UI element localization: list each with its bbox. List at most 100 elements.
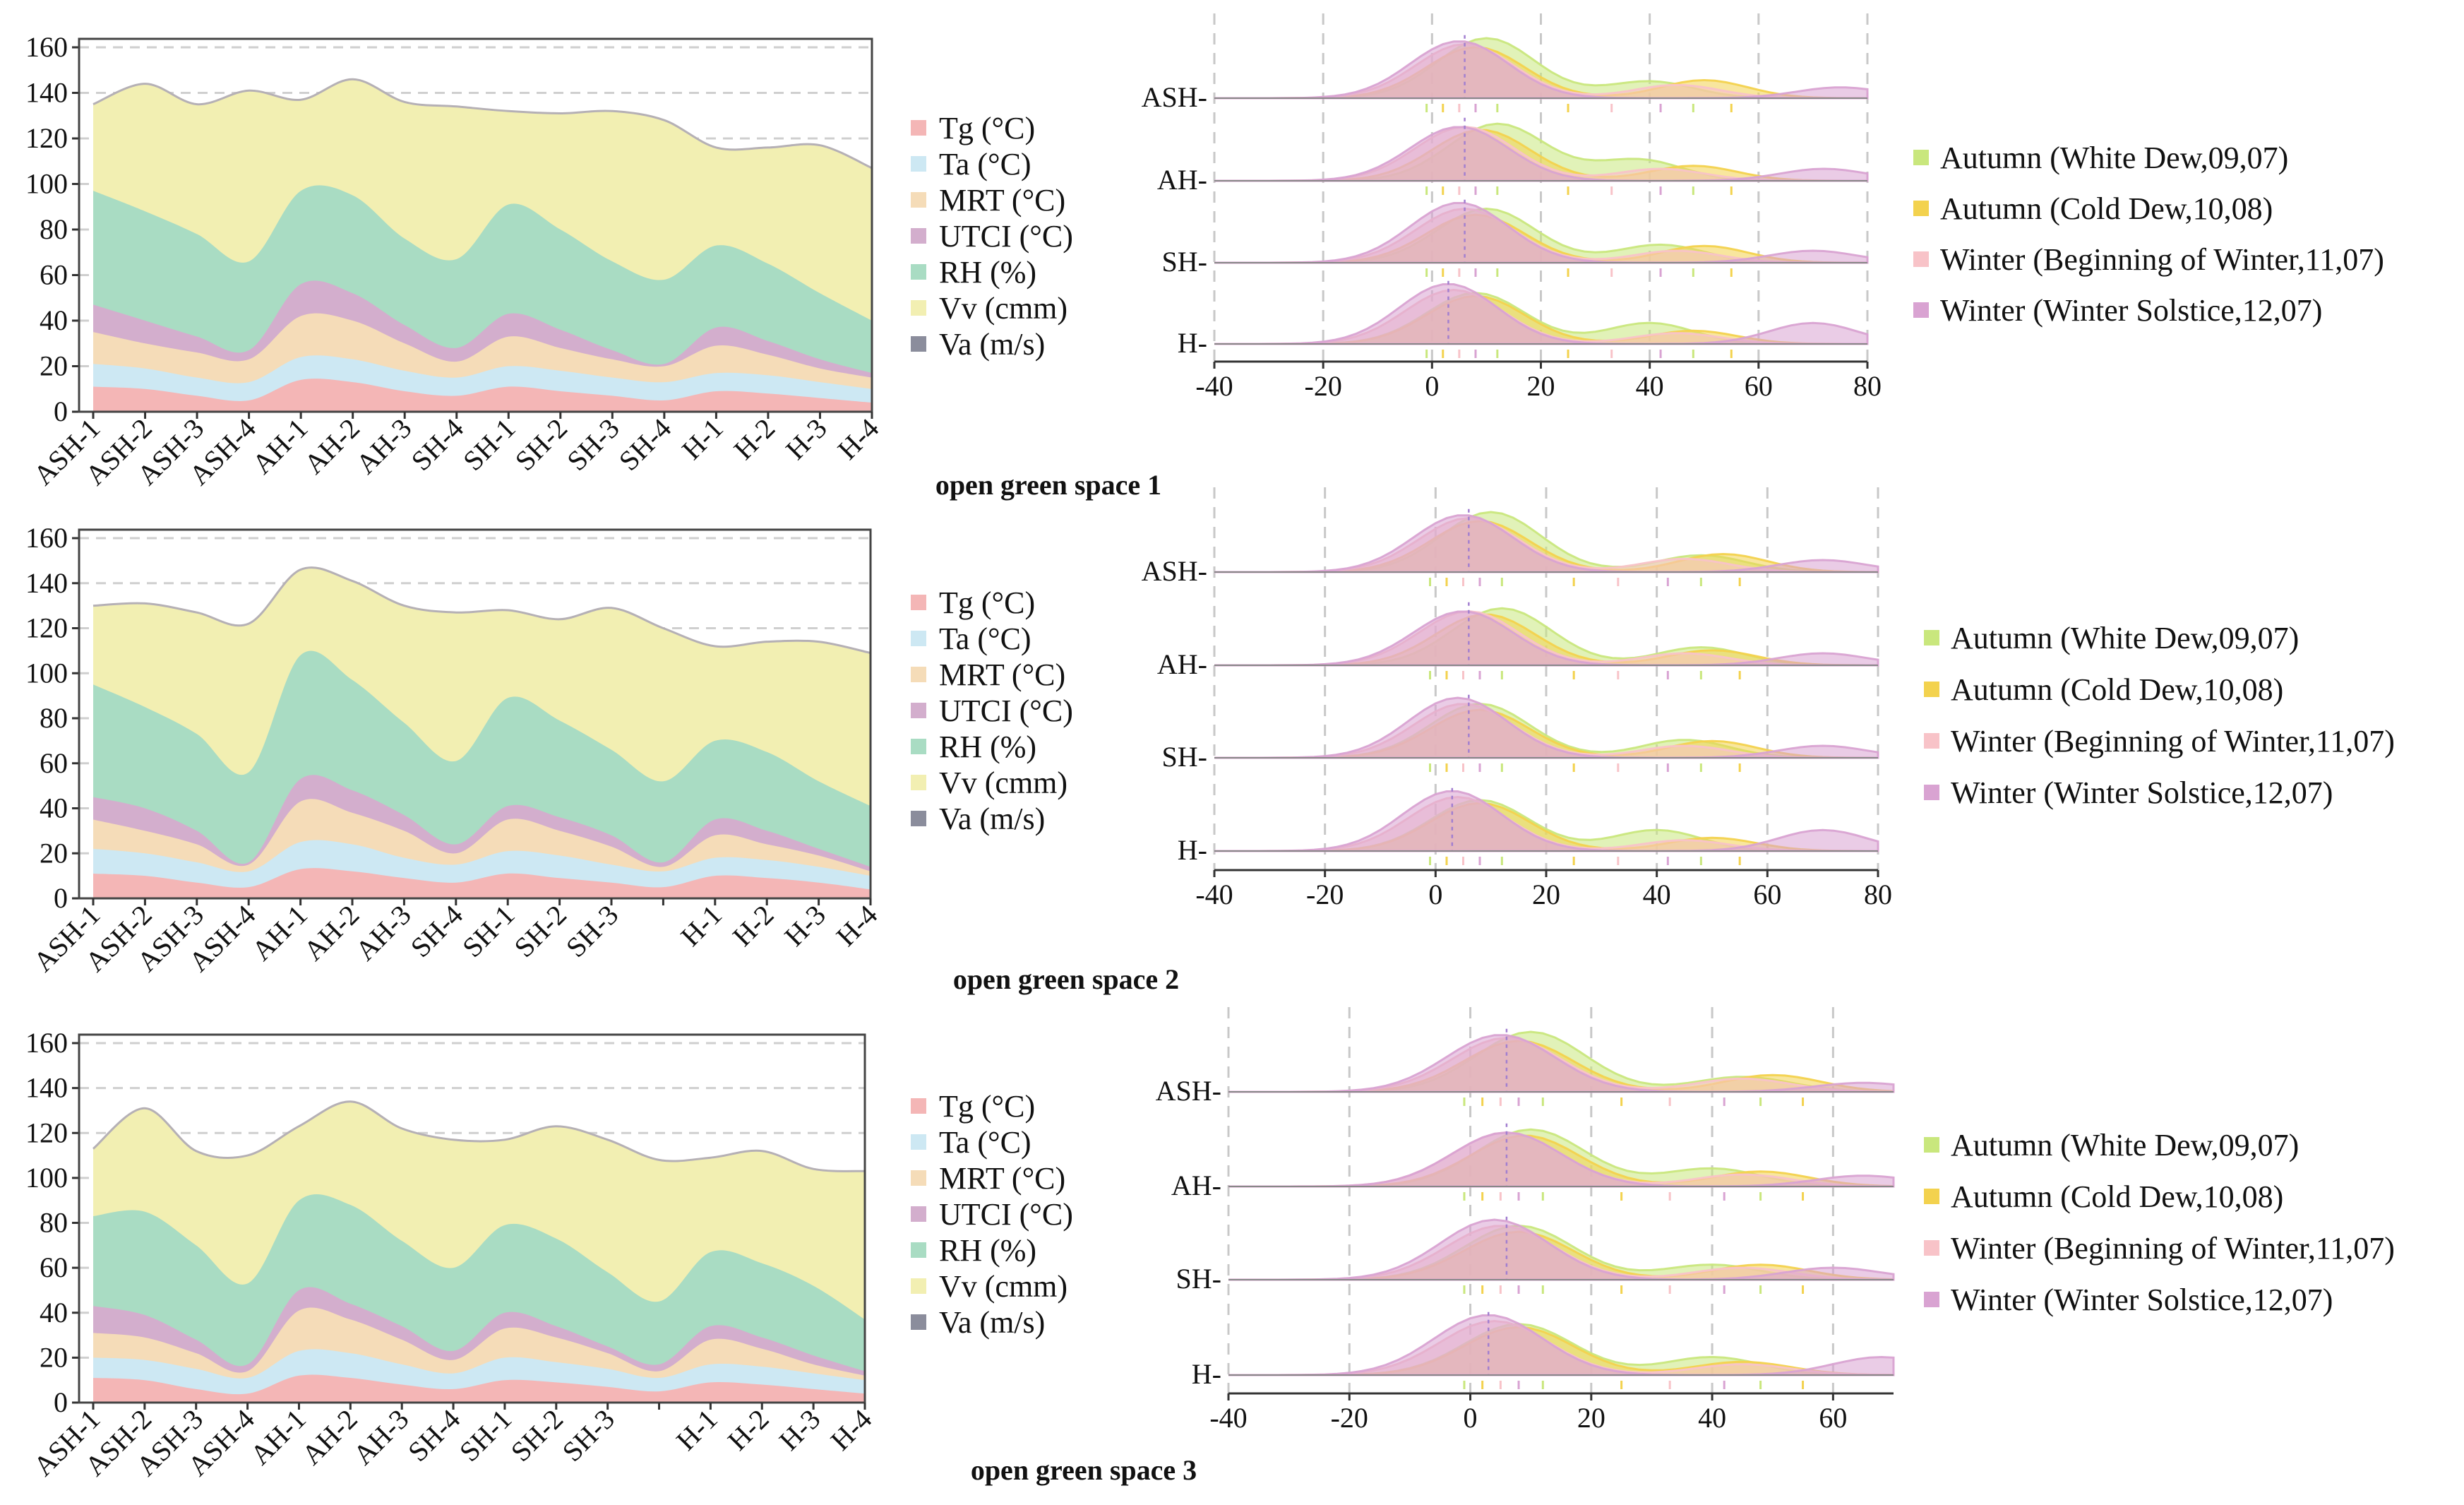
legend-swatch-ta	[911, 1134, 926, 1150]
area-top-outline	[92, 78, 873, 169]
legend-swatch-utci	[911, 1206, 926, 1222]
plot-frame	[78, 528, 872, 900]
legend-label: Va (m/s)	[939, 802, 1045, 836]
legend-swatch-mrt	[911, 1170, 926, 1186]
legend-swatch-winter-solstice	[1913, 302, 1929, 318]
y-tick-label: 40	[40, 792, 68, 824]
legend-label: UTCI (°C)	[939, 219, 1073, 254]
legend-swatch-winter-solstice	[1924, 785, 1939, 800]
x-tick-label: 60	[1745, 370, 1773, 402]
legend-swatch-va	[911, 336, 926, 352]
ridge-row-label: ASH-	[1142, 555, 1207, 587]
legend-swatch-beginning-winter	[1913, 251, 1929, 267]
x-tick-label: -40	[1195, 370, 1233, 402]
legend-label: MRT (°C)	[939, 1161, 1065, 1196]
x-tick-label: AH-1	[244, 1403, 312, 1471]
density-winter-solstice-ah	[1214, 126, 1869, 182]
area-chart-2: 020406080100120140160ASH-1ASH-2ASH-3ASH-…	[25, 522, 1073, 978]
legend-swatch-mrt	[911, 192, 926, 208]
density-winter-solstice-ash	[1214, 514, 1879, 573]
ridge-row-label: H-	[1178, 834, 1207, 866]
plot-frame	[78, 1033, 866, 1404]
legend-swatch-utci	[911, 228, 926, 244]
x-tick-label: 0	[1425, 370, 1439, 402]
x-tick-label: H-3	[779, 412, 833, 466]
x-tick-label: 80	[1853, 370, 1882, 402]
x-tick-label: 40	[1643, 879, 1671, 910]
x-tick-label: SH-3	[556, 1403, 621, 1468]
x-tick-label: AH-3	[347, 1403, 414, 1471]
legend-label: Autumn (Cold Dew,10,08)	[1940, 191, 2273, 226]
panel-title: open green space 1	[935, 469, 1161, 501]
y-tick-label: 40	[40, 1297, 68, 1328]
legend-label: Winter (Winter Solstice,12,07)	[1951, 775, 2333, 810]
x-tick-label: SH-1	[457, 412, 522, 477]
ridge-row-label: SH-	[1176, 1263, 1221, 1295]
y-tick-label: 0	[54, 395, 68, 427]
x-tick-label: AH-2	[298, 412, 366, 480]
area-top-outline	[92, 1100, 866, 1172]
x-tick-label: SH-2	[508, 899, 573, 964]
x-tick-label: AH-3	[349, 899, 417, 967]
legend-swatch-utci	[911, 703, 926, 718]
x-tick-label: SH-1	[453, 1403, 518, 1468]
legend-label: MRT (°C)	[939, 183, 1065, 218]
legend-swatch-rh	[911, 1242, 926, 1258]
legend-label: RH (%)	[939, 255, 1036, 290]
y-tick-label: 60	[40, 1251, 68, 1283]
x-tick-label: H-2	[726, 899, 780, 953]
legend-swatch-white-dew	[1913, 150, 1929, 165]
y-tick-label: 140	[25, 1072, 68, 1104]
y-tick-label: 120	[25, 612, 68, 644]
x-tick-label: H-1	[670, 1403, 724, 1457]
x-tick-label: -20	[1305, 370, 1342, 402]
y-tick-label: 140	[25, 567, 68, 599]
y-tick-label: 80	[40, 1207, 68, 1239]
legend-label: Autumn (White Dew,09,07)	[1951, 621, 2299, 655]
y-tick-label: 160	[25, 1027, 68, 1059]
x-tick-label: SH-4	[405, 412, 470, 477]
area-layer-tg	[93, 379, 872, 412]
x-tick-label: AH-3	[349, 412, 417, 480]
legend-label: Vv (cmm)	[939, 766, 1067, 800]
y-tick-label: 140	[25, 77, 68, 109]
density-winter-solstice-sh	[1214, 696, 1879, 759]
legend-swatch-mrt	[911, 667, 926, 682]
ridge-row-label: ASH-	[1142, 81, 1207, 113]
legend-swatch-va	[911, 1314, 926, 1330]
ridgeline-chart-2: ASH- AH- SH- H- -40 -20 0 20 40 60 80 Autumn (White…	[1142, 487, 2395, 910]
y-tick-label: 120	[25, 122, 68, 154]
x-tick-label: AH-1	[246, 899, 313, 967]
x-tick-label: H-2	[722, 1403, 775, 1457]
legend-label: Vv (cmm)	[939, 291, 1067, 326]
ridge-row-label: AH-	[1157, 164, 1207, 196]
y-tick-label: 80	[40, 702, 68, 734]
legend-swatch-beginning-winter	[1924, 1240, 1939, 1256]
x-tick-label: H-3	[773, 1403, 827, 1457]
legend-label: Tg (°C)	[939, 585, 1035, 620]
y-tick-label: 160	[25, 522, 68, 554]
legend-label: Autumn (Cold Dew,10,08)	[1951, 1179, 2283, 1214]
density-winter-solstice-h	[1214, 283, 1869, 345]
ridge-row-label: H-	[1192, 1358, 1221, 1390]
y-tick-label: 20	[40, 1341, 68, 1373]
legend-swatch-cold-dew	[1913, 201, 1929, 216]
ridge-row-label: AH-	[1171, 1170, 1221, 1201]
x-tick-label: 0	[1464, 1402, 1478, 1434]
x-tick-label: SH-4	[402, 1403, 467, 1468]
y-tick-label: 160	[25, 31, 68, 63]
legend-swatch-tg	[911, 120, 926, 136]
legend-label: Tg (°C)	[939, 111, 1035, 145]
y-tick-label: 80	[40, 213, 68, 245]
ridge-row-label: H-	[1178, 327, 1207, 359]
legend-label: RH (%)	[939, 1233, 1036, 1268]
ridge-row-label: SH-	[1162, 246, 1207, 278]
x-tick-label: 0	[1428, 879, 1442, 910]
legend-swatch-winter-solstice	[1924, 1292, 1939, 1307]
density-winter-solstice-sh	[1214, 202, 1869, 264]
density-winter-solstice-h	[1214, 790, 1879, 852]
legend-label: Winter (Winter Solstice,12,07)	[1951, 1283, 2333, 1317]
ridge-row-label: AH-	[1157, 648, 1207, 680]
legend-swatch-ta	[911, 631, 926, 646]
